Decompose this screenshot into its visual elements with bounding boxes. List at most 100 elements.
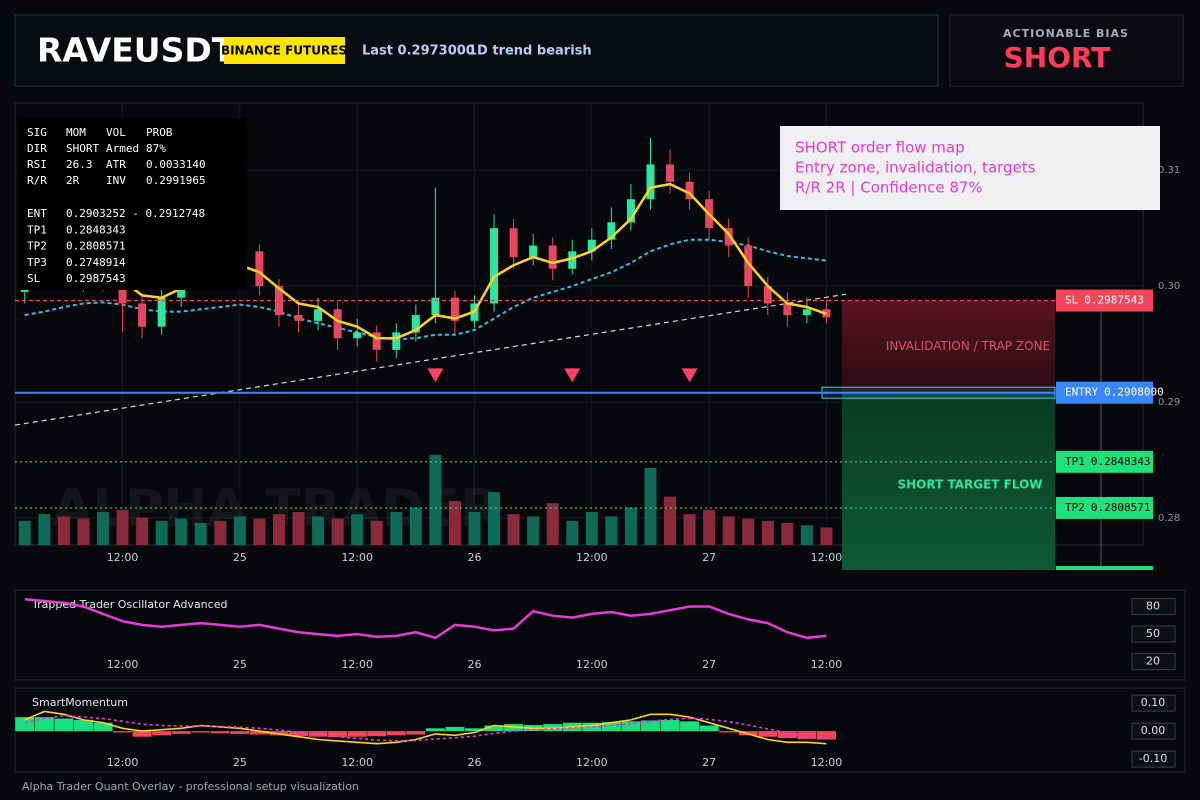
y-tick-label: 0.28 (1158, 513, 1180, 524)
candle-body (431, 297, 440, 316)
info-cell: 0.2991965 (146, 174, 206, 187)
x-tick-label: 12:00 (107, 551, 139, 564)
level-tag (1056, 289, 1153, 312)
note-line: SHORT order flow map (795, 139, 965, 157)
x-tick-label: 12:00 (811, 756, 843, 769)
x-tick-label: 25 (233, 756, 247, 769)
mom-bar (719, 731, 739, 733)
volume-bar (644, 468, 657, 545)
mom-bar (171, 731, 191, 734)
tick-box (1131, 694, 1176, 712)
x-tick-label: 27 (702, 658, 716, 671)
info-cell: INV (106, 174, 126, 187)
info-cell: SIG (27, 126, 47, 139)
info-cell: 26.3 (66, 158, 93, 171)
mom-bar (777, 731, 797, 739)
mom-bar (367, 731, 387, 737)
volume-bar (781, 523, 794, 545)
mom-line (24, 714, 827, 742)
candle-body (314, 309, 323, 321)
osc-line (24, 597, 827, 640)
candle-body (626, 199, 635, 223)
volume-bar (57, 516, 70, 545)
note-line: R/R 2R | Confidence 87% (795, 179, 983, 197)
mom-bar (191, 731, 211, 733)
y-tick-label: 0.31 (1158, 165, 1180, 176)
mom-bar (582, 722, 602, 732)
level-tag (1056, 381, 1153, 404)
level-tag-text: TP1 0.2848343 (1065, 455, 1150, 468)
x-tick-label: 27 (702, 756, 716, 769)
volume-bar (527, 516, 540, 545)
mom-bar (601, 722, 621, 732)
ema-line (24, 182, 827, 340)
volume-bar (77, 518, 90, 545)
mom-bar (230, 731, 250, 734)
mom-bar (797, 731, 817, 739)
mom-bar (406, 731, 426, 735)
panel-title: SmartMomentum (32, 696, 128, 709)
mom-bar (328, 731, 348, 738)
volume-bar (18, 520, 31, 545)
symbol: RAVEUSDT (37, 31, 235, 70)
volume-bar (546, 503, 559, 545)
level-tag-text: SL 0.2987543 (1065, 294, 1144, 307)
candle-body (568, 251, 577, 269)
mom-bar (425, 728, 445, 732)
mom-line (24, 710, 827, 745)
volume-bar (820, 527, 833, 545)
candle-body (783, 303, 792, 316)
mom-bar (113, 731, 133, 733)
info-cell: SHORT (66, 142, 99, 155)
info-cell: R/R (27, 174, 47, 187)
candle-body (509, 228, 518, 258)
x-tick-label: 12:00 (107, 658, 139, 671)
mom-bar (210, 731, 230, 734)
tick-box (1131, 750, 1176, 768)
level-name: SL (27, 272, 41, 285)
mom-bar (132, 731, 152, 737)
candle-body (548, 245, 557, 269)
level-tag-name: TP2 (1065, 501, 1085, 514)
info-cell: 2R (66, 174, 80, 187)
mom-bar (73, 719, 93, 732)
exchange-badge (224, 37, 345, 64)
level-value: 0.2987543 (66, 272, 126, 285)
volume-bar (703, 509, 716, 545)
x-tick-label: 25 (233, 658, 247, 671)
overlay: SIG MOM VOL PROB DIR SHORT Armed 87% RSI 26.3 ATR 0… (18, 118, 1160, 290)
mom-bar (93, 722, 113, 732)
x-tick-label: 26 (467, 756, 481, 769)
mom-bar (445, 726, 465, 732)
y-tick-label: 0.29 (1158, 397, 1180, 408)
volume-bar (96, 512, 109, 545)
level-tag-name: SL (1065, 294, 1079, 307)
x-tick-label: 12:00 (341, 658, 373, 671)
candle-body (744, 245, 753, 287)
mom-bar (289, 731, 309, 737)
level-tag-value: 0.2848343 (1091, 455, 1151, 468)
candle-body (333, 309, 342, 339)
invalidation-zone (842, 300, 1055, 393)
candle-body (372, 332, 381, 350)
volume-bar (722, 516, 735, 545)
x-tick-label: 12:00 (341, 756, 373, 769)
volume-bar (175, 518, 188, 545)
tick-box (1131, 598, 1176, 616)
x-tick-label: 12:00 (811, 658, 843, 671)
bias-label: ACTIONABLE BIAS (1003, 27, 1129, 40)
mom-bar (758, 731, 778, 737)
candle-body (802, 309, 811, 316)
info-cell: ATR (106, 158, 126, 171)
candle-body (294, 315, 303, 321)
level-name: TP3 (27, 256, 47, 269)
volume-bar (253, 518, 266, 545)
volume-bar (409, 507, 422, 545)
mom-bar (347, 731, 367, 737)
info-cell: RSI (27, 158, 47, 171)
level-tag-value: 0.2808571 (1091, 501, 1151, 514)
mom-bar (484, 725, 504, 732)
volume-bar (233, 516, 246, 545)
mom-bar (640, 720, 660, 732)
